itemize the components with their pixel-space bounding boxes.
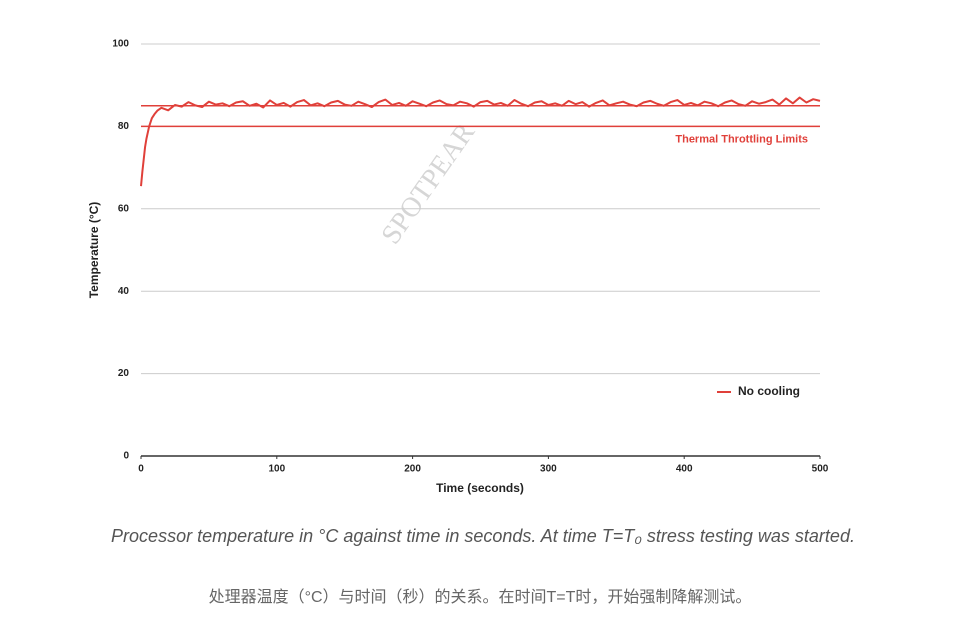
y-tick-label: 80 — [118, 121, 130, 132]
y-tick-label: 60 — [118, 203, 130, 214]
y-tick-label: 20 — [118, 368, 130, 379]
watermark: SPOTPEAR — [375, 117, 481, 250]
x-tick-label: 500 — [812, 464, 829, 475]
y-tick-label: 100 — [112, 39, 129, 50]
x-tick-label: 400 — [676, 464, 693, 475]
annotation-label: Thermal Throttling Limits — [675, 133, 808, 145]
x-tick-label: 300 — [540, 464, 557, 475]
caption: Processor temperature in °C against time… — [111, 526, 855, 546]
x-tick-label: 0 — [138, 464, 144, 475]
y-axis-label: Temperature (°C) — [87, 202, 101, 299]
legend-label: No cooling — [738, 384, 800, 398]
x-tick-label: 100 — [268, 464, 285, 475]
x-axis-label: Time (seconds) — [436, 481, 524, 495]
caption-zh: 处理器温度（°C）与时间（秒）的关系。在时间T=T时，开始强制降解测试。 — [209, 588, 752, 606]
x-tick-label: 200 — [404, 464, 421, 475]
y-tick-label: 0 — [123, 451, 129, 462]
data-line — [140, 96, 821, 187]
y-tick-label: 40 — [118, 286, 130, 297]
